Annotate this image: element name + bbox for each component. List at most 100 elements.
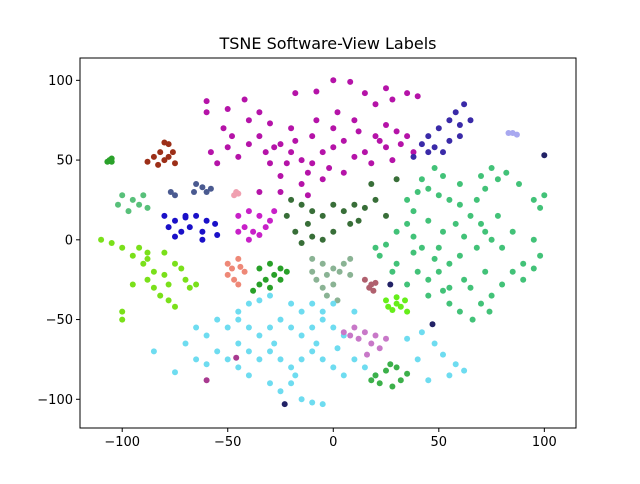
data-point (115, 201, 121, 208)
data-point (383, 122, 389, 128)
data-point (456, 308, 463, 315)
data-point (456, 122, 463, 128)
data-point (372, 133, 379, 140)
data-point (144, 158, 151, 165)
data-point (383, 144, 389, 151)
data-point (347, 220, 354, 227)
data-point (224, 324, 231, 331)
data-point (150, 348, 157, 355)
data-point (277, 316, 284, 323)
data-point (298, 157, 305, 164)
data-point (389, 96, 396, 103)
data-point (235, 281, 242, 288)
data-point (298, 201, 305, 208)
data-point (370, 287, 377, 294)
data-point (387, 361, 394, 368)
data-point (214, 160, 221, 167)
data-point (361, 149, 368, 156)
data-point (513, 131, 520, 138)
data-point (119, 192, 126, 199)
data-point (499, 281, 506, 288)
series-16 (361, 276, 379, 294)
data-point (203, 332, 210, 339)
data-point (347, 271, 354, 278)
data-point (119, 244, 126, 251)
data-point (256, 109, 263, 116)
series-9 (235, 208, 278, 243)
data-point (203, 377, 210, 384)
data-point (288, 149, 295, 156)
data-point (319, 308, 326, 315)
data-point (330, 228, 337, 235)
data-point (304, 220, 311, 227)
data-point (537, 252, 544, 259)
data-point (129, 281, 136, 288)
data-point (229, 133, 235, 140)
data-point (404, 220, 411, 227)
data-point (186, 224, 193, 231)
data-point (414, 356, 421, 363)
data-point (288, 364, 295, 371)
data-point (199, 236, 206, 243)
data-point (467, 117, 474, 124)
data-point (271, 208, 278, 215)
series-10 (283, 176, 400, 246)
data-point (241, 96, 248, 103)
data-point (330, 281, 337, 288)
data-point (351, 324, 358, 331)
data-point (372, 332, 379, 339)
data-point (461, 367, 468, 374)
data-point (119, 316, 126, 323)
data-point (461, 101, 468, 108)
data-point (161, 271, 168, 278)
data-point (199, 184, 206, 191)
data-point (541, 152, 548, 159)
data-point (108, 240, 115, 246)
data-point (431, 255, 438, 262)
data-point (224, 271, 231, 278)
data-point (235, 153, 242, 160)
data-point (520, 260, 527, 267)
series-11 (372, 165, 548, 323)
data-point (203, 98, 210, 105)
data-point (319, 236, 326, 243)
data-point (256, 297, 263, 304)
data-point (361, 276, 368, 283)
data-point (467, 284, 474, 291)
data-point (389, 383, 396, 390)
data-point (214, 348, 221, 355)
data-point (393, 294, 400, 301)
data-point (165, 224, 172, 231)
data-point (340, 372, 347, 379)
data-point (313, 117, 320, 124)
data-point (440, 351, 446, 358)
data-point (235, 316, 242, 323)
data-point (129, 252, 136, 259)
data-point (161, 212, 168, 219)
data-point (393, 364, 400, 371)
data-point (435, 268, 442, 275)
data-point (277, 276, 284, 283)
data-point (469, 316, 476, 323)
data-point (425, 185, 432, 192)
data-point (203, 109, 210, 116)
data-point (172, 192, 178, 199)
data-point (414, 93, 421, 100)
data-point (330, 77, 337, 84)
data-point (446, 117, 453, 124)
data-point (267, 380, 273, 387)
data-point (157, 149, 164, 156)
data-point (256, 232, 263, 238)
data-point (372, 372, 379, 379)
data-point (425, 292, 432, 299)
y-tick-label: 50 (56, 154, 73, 169)
data-point (351, 117, 358, 124)
data-point (309, 133, 316, 140)
data-point (389, 157, 396, 164)
data-point (319, 176, 326, 183)
data-point (456, 201, 463, 208)
data-point (461, 276, 468, 283)
data-point (383, 85, 389, 92)
data-point (144, 255, 151, 262)
data-point (452, 109, 459, 116)
